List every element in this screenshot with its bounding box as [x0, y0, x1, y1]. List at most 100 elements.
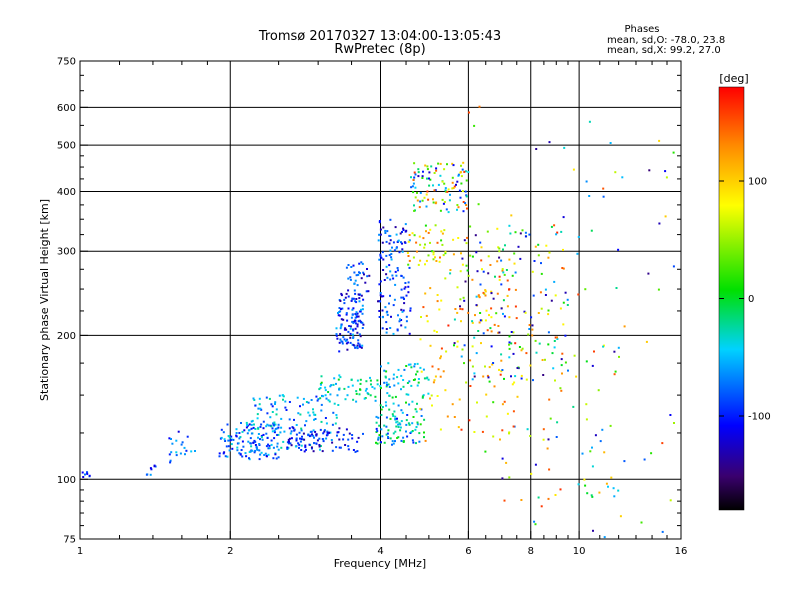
data-point [250, 432, 253, 435]
data-point [265, 396, 268, 399]
data-point [265, 432, 268, 435]
data-point [510, 214, 513, 217]
data-point [257, 436, 259, 439]
data-point [643, 458, 646, 461]
data-point [357, 436, 360, 439]
data-point [513, 262, 516, 265]
data-point [341, 342, 344, 345]
data-point [318, 388, 321, 391]
data-point [385, 254, 388, 257]
data-point [476, 401, 478, 404]
data-point [259, 407, 262, 410]
data-point [432, 258, 435, 261]
data-point [389, 294, 391, 297]
data-point [430, 165, 433, 168]
chart-subtitle: RwPretec (8p) [334, 42, 425, 57]
data-point [361, 321, 364, 324]
data-point [572, 168, 575, 171]
data-point [520, 374, 523, 377]
data-point [423, 196, 426, 199]
data-point [410, 186, 413, 189]
data-point [407, 263, 410, 266]
data-point [323, 429, 326, 432]
data-point [531, 328, 534, 331]
data-point [381, 316, 384, 319]
data-point [388, 242, 391, 245]
data-point [398, 251, 401, 254]
data-point [433, 379, 436, 382]
data-point [319, 445, 322, 447]
data-point [400, 241, 402, 244]
data-point [376, 383, 379, 386]
data-point [559, 387, 562, 390]
data-point [534, 463, 537, 466]
data-point [386, 276, 389, 279]
data-point [411, 422, 414, 425]
data-point [540, 262, 542, 265]
data-point [406, 435, 409, 438]
data-point [387, 436, 389, 438]
data-point [355, 274, 358, 277]
data-point [274, 423, 277, 426]
data-point [399, 318, 401, 321]
data-point [349, 276, 352, 279]
data-point [598, 491, 601, 494]
data-point [226, 455, 229, 458]
data-point [394, 418, 397, 420]
data-point [503, 400, 506, 403]
data-point [469, 359, 472, 362]
data-point [180, 443, 183, 446]
data-point [471, 321, 474, 324]
data-point [349, 341, 352, 344]
y-tick-label: 600 [57, 103, 76, 114]
data-point [395, 233, 398, 236]
data-point [272, 446, 275, 449]
data-point [391, 413, 394, 416]
data-point [220, 436, 223, 439]
data-point [495, 312, 498, 315]
data-point [379, 255, 382, 258]
data-point [451, 403, 454, 406]
data-point [528, 324, 531, 326]
data-point [597, 389, 600, 392]
data-point [368, 274, 371, 277]
data-point [490, 292, 493, 295]
data-point [391, 396, 394, 399]
data-point [308, 443, 311, 446]
data-point [391, 440, 394, 443]
data-point [258, 403, 261, 406]
data-point [550, 225, 553, 228]
data-point [502, 271, 505, 274]
data-point [324, 394, 327, 397]
data-point [452, 164, 455, 167]
data-point [376, 430, 379, 432]
data-point [463, 170, 466, 173]
data-point [284, 406, 287, 409]
data-point [511, 383, 514, 386]
data-point [257, 427, 260, 430]
data-point [485, 393, 488, 396]
data-point [439, 428, 442, 431]
data-point [397, 426, 400, 428]
data-point [228, 436, 231, 439]
data-point [354, 346, 357, 349]
data-point [273, 431, 276, 434]
data-point [320, 383, 322, 386]
data-point [240, 449, 243, 451]
data-point [453, 342, 456, 345]
data-point [238, 452, 241, 455]
data-point [380, 408, 383, 411]
data-point [401, 248, 404, 251]
data-point [377, 300, 379, 303]
data-point [456, 340, 459, 343]
data-point [452, 187, 455, 189]
data-point [385, 328, 388, 330]
data-point [339, 446, 342, 449]
data-point [492, 297, 495, 300]
data-point [321, 438, 324, 440]
data-point [525, 378, 528, 381]
data-point [425, 193, 428, 196]
data-point [556, 336, 558, 339]
data-point [394, 226, 397, 229]
data-point [425, 205, 428, 208]
